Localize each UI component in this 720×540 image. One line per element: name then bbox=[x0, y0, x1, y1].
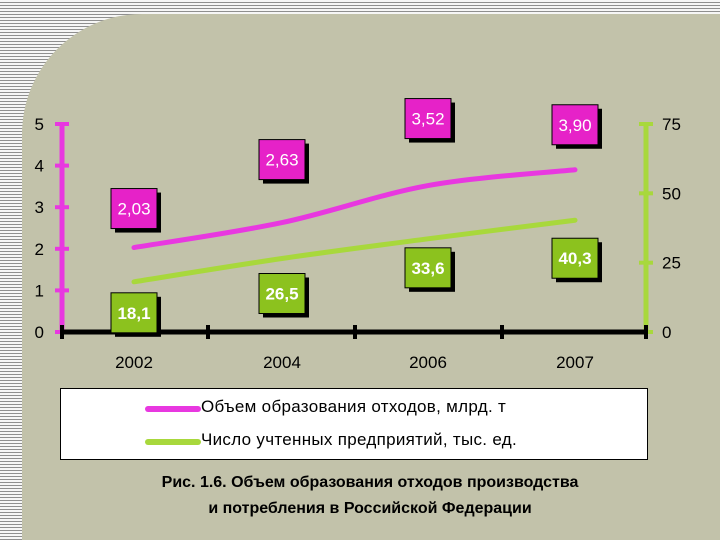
figure-caption: Рис. 1.6. Объем образования отходов прои… bbox=[0, 470, 720, 522]
data-label-waste-text: 3,90 bbox=[558, 116, 591, 135]
data-label-waste-text: 2,63 bbox=[265, 151, 298, 170]
left-axis-tick-label: 3 bbox=[35, 198, 44, 217]
legend: Объем образования отходов, млрд. т Число… bbox=[60, 388, 648, 460]
right-axis-tick-label: 25 bbox=[662, 254, 681, 273]
data-label-enterprises-text: 18,1 bbox=[117, 304, 150, 323]
data-label-enterprises-box bbox=[110, 292, 158, 334]
left-axis-tick-label: 4 bbox=[35, 157, 44, 176]
data-label-waste-box bbox=[258, 139, 306, 181]
legend-swatch-enterprises bbox=[145, 439, 201, 445]
x-axis-tick-label: 2007 bbox=[556, 353, 594, 372]
x-axis-tick-label: 2002 bbox=[115, 353, 153, 372]
data-label-enterprises-box bbox=[551, 237, 599, 279]
right-axis-tick-label: 50 bbox=[662, 184, 681, 203]
caption-line-1: Рис. 1.6. Объем образования отходов прои… bbox=[161, 474, 579, 491]
data-label-enterprises-box bbox=[258, 273, 306, 315]
data-label-enterprises-text: 26,5 bbox=[265, 285, 298, 304]
data-label-waste-text: 3,52 bbox=[411, 110, 444, 129]
data-label-enterprises-box bbox=[404, 247, 452, 289]
data-label-enterprises-text: 33,6 bbox=[411, 259, 444, 278]
x-axis-tick-label: 2004 bbox=[263, 353, 301, 372]
data-label-waste-box bbox=[551, 104, 599, 146]
left-axis-tick-label: 0 bbox=[35, 323, 44, 342]
series-line-waste bbox=[131, 167, 578, 251]
data-label-enterprises-text: 40,3 bbox=[558, 249, 591, 268]
x-axis-tick-label: 2006 bbox=[409, 353, 447, 372]
data-label-waste-text: 2,03 bbox=[117, 200, 150, 219]
right-axis-tick-label: 75 bbox=[662, 115, 681, 134]
legend-swatch-waste bbox=[145, 406, 201, 412]
legend-label-enterprises: Число учтенных предприятий, тыс. ед. bbox=[201, 430, 517, 449]
caption-line-2: и потребления в Российской Федерации bbox=[208, 500, 532, 517]
data-label-waste-box bbox=[110, 188, 158, 230]
data-label-waste-box bbox=[404, 98, 452, 140]
left-axis-tick-label: 1 bbox=[35, 281, 44, 300]
left-axis-tick-label: 5 bbox=[35, 115, 44, 134]
legend-label-waste: Объем образования отходов, млрд. т bbox=[201, 397, 507, 416]
left-axis-tick-label: 2 bbox=[35, 240, 44, 259]
series-line-enterprises bbox=[131, 217, 578, 285]
right-axis-tick-label: 0 bbox=[662, 323, 671, 342]
